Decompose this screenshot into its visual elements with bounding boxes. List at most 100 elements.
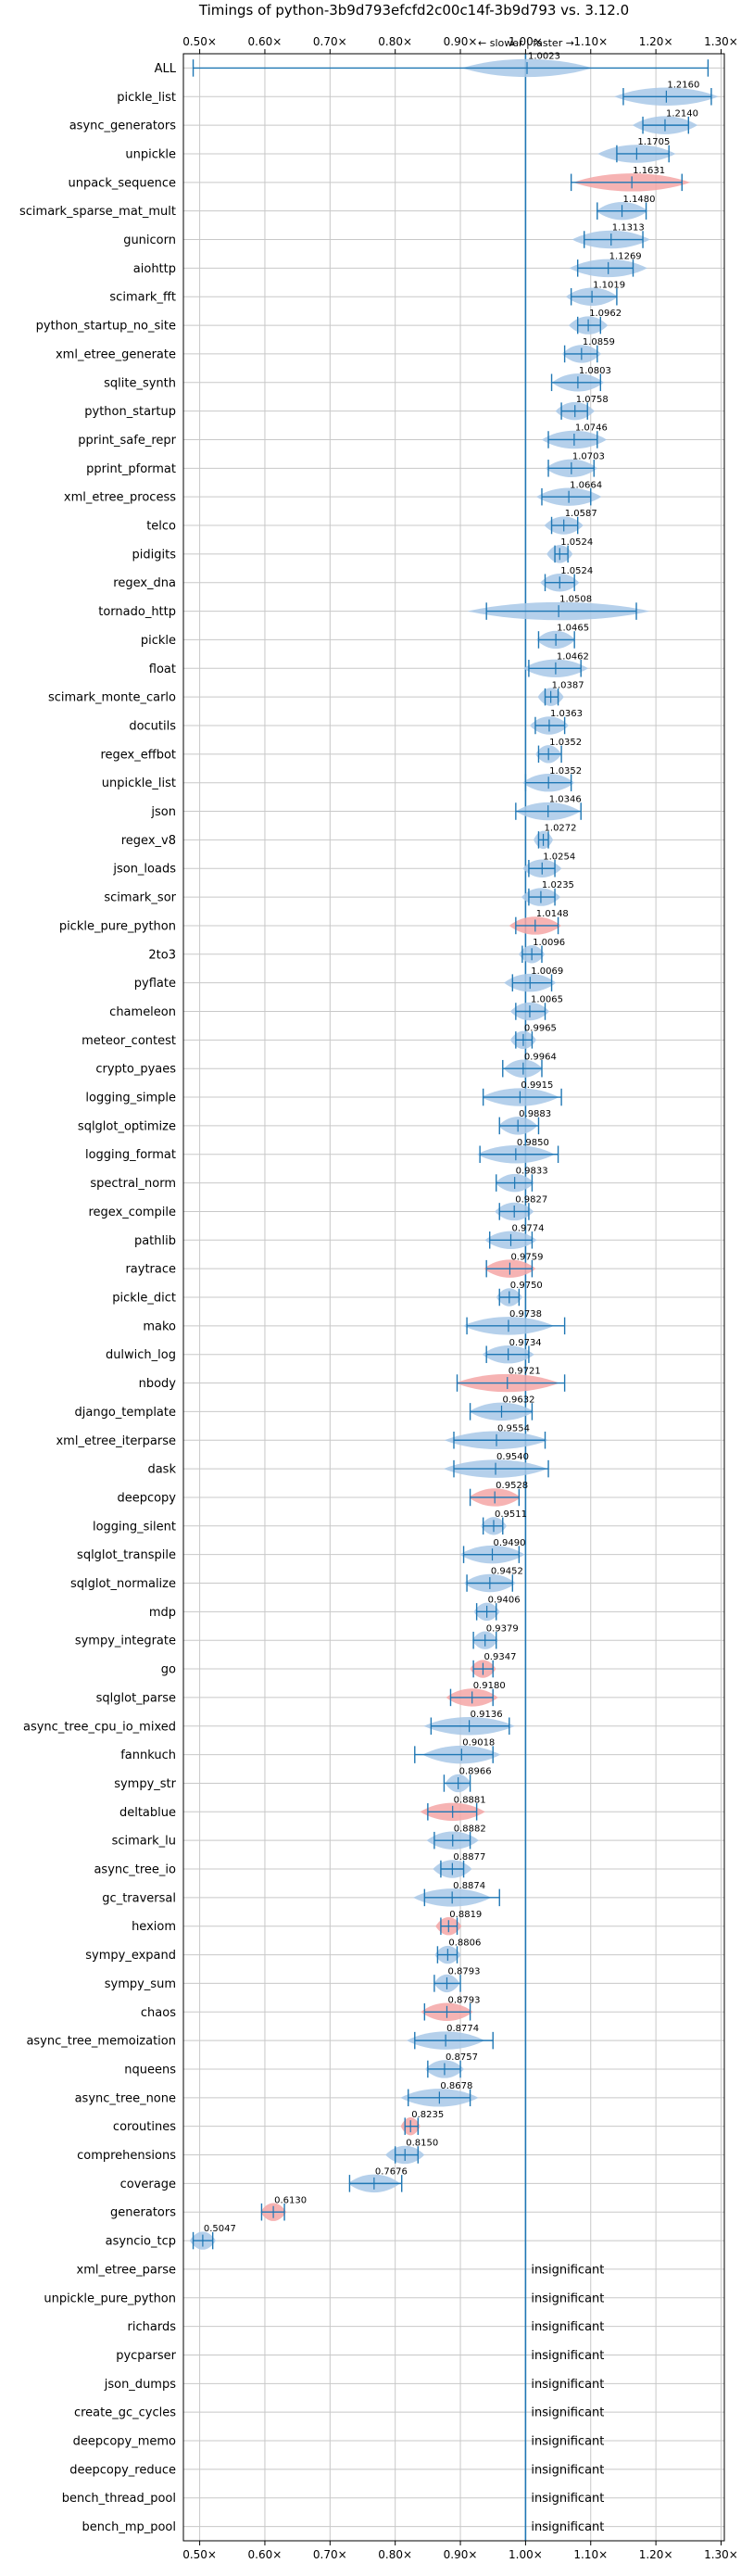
category-label: chameleon — [109, 1005, 176, 1019]
category-label: mdp — [149, 1606, 176, 1620]
category-label: richards — [128, 2320, 177, 2334]
value-label: 0.9018 — [462, 1738, 495, 1749]
value-label: 0.8774 — [446, 2024, 479, 2034]
value-label: 1.1480 — [623, 195, 656, 205]
value-label: 0.7676 — [375, 2166, 408, 2177]
x-tick-label-top: 0.70× — [313, 35, 347, 48]
category-label: pprint_pformat — [86, 462, 176, 476]
category-label: pprint_safe_repr — [78, 434, 176, 448]
x-tick-label-top: 0.90× — [444, 35, 478, 48]
x-tick-label-top: 1.10× — [573, 35, 608, 48]
value-label: 0.9136 — [471, 1710, 503, 1720]
value-label: 0.9511 — [495, 1509, 527, 1520]
value-label: 0.9915 — [521, 1080, 553, 1091]
category-label: docutils — [129, 719, 176, 733]
value-label: 1.0023 — [528, 52, 560, 62]
x-axis-ticks: 0.50× 0.50× 0.60× 0.60× 0.70× 0.70× 0.80× 0.80×… — [182, 35, 738, 2561]
value-label: 1.0096 — [533, 938, 565, 948]
value-label: 0.8874 — [453, 1881, 485, 1891]
category-label: pidigits — [132, 548, 177, 562]
value-label: 1.0465 — [557, 624, 589, 634]
category-label: comprehensions — [77, 2149, 176, 2163]
category-label: sqlglot_transpile — [77, 1548, 176, 1562]
category-label: deltablue — [119, 1806, 176, 1820]
value-label: 0.9774 — [511, 1223, 544, 1233]
category-label: logging_silent — [93, 1520, 176, 1534]
x-tick-label-bottom: 0.60× — [248, 2548, 283, 2561]
value-label: 0.8877 — [453, 1852, 485, 1863]
value-label: 1.0363 — [550, 709, 583, 719]
category-label: regex_dna — [113, 576, 176, 590]
category-label: json_loads — [112, 863, 176, 877]
value-label: 0.8819 — [449, 1910, 482, 1920]
category-label: async_tree_cpu_io_mixed — [23, 1720, 176, 1734]
category-label: pickle_dict — [112, 1292, 176, 1306]
category-label: raytrace — [125, 1263, 176, 1277]
category-label: json — [150, 805, 176, 819]
value-label: 1.0352 — [549, 738, 582, 748]
value-label: 0.9734 — [509, 1338, 542, 1348]
value-label: 0.9827 — [515, 1195, 547, 1206]
value-label: 0.9452 — [491, 1567, 523, 1577]
value-label: 1.0235 — [542, 880, 574, 890]
value-label: 0.8966 — [459, 1767, 492, 1777]
category-label: coroutines — [113, 2120, 176, 2134]
category-label: generators — [110, 2206, 176, 2220]
category-label: chaos — [141, 2006, 176, 2020]
value-label: 0.8757 — [446, 2052, 478, 2063]
category-label: scimark_lu — [112, 1835, 176, 1849]
value-label: 0.9965 — [524, 1023, 557, 1033]
value-label: 1.0758 — [576, 395, 609, 405]
category-label: mako — [143, 1320, 176, 1333]
insignificant-label: insignificant — [531, 2406, 604, 2420]
value-label: 0.9347 — [484, 1652, 516, 1662]
value-label: 1.1631 — [633, 166, 665, 176]
category-label: meteor_contest — [82, 1034, 176, 1048]
category-label: scimark_sparse_mat_mult — [19, 205, 176, 219]
category-label: pycparser — [116, 2349, 176, 2363]
category-label: bench_thread_pool — [62, 2492, 176, 2506]
category-label: python_startup — [84, 405, 176, 419]
value-label: 0.8793 — [447, 1967, 480, 1977]
category-label: sympy_integrate — [75, 1635, 176, 1648]
category-label: unpickle_list — [102, 777, 176, 790]
value-label: 0.9738 — [509, 1309, 542, 1320]
value-label: 0.9554 — [497, 1423, 530, 1433]
category-label: dulwich_log — [106, 1348, 176, 1362]
category-label: nbody — [139, 1377, 177, 1391]
category-label: fannkuch — [120, 1749, 176, 1762]
value-label: 0.6130 — [274, 2195, 307, 2205]
category-label: sympy_sum — [105, 1977, 176, 1991]
category-label: pickle_pure_python — [59, 919, 176, 933]
direction-note: ← slower | faster → — [478, 37, 574, 49]
category-label: sqlglot_parse — [96, 1691, 176, 1705]
x-tick-label-bottom: 1.10× — [573, 2548, 608, 2561]
category-label: async_tree_memoization — [26, 2035, 176, 2049]
category-label: nqueens — [124, 2063, 176, 2077]
category-label: xml_etree_process — [64, 491, 176, 505]
value-label: 0.9528 — [496, 1481, 528, 1491]
value-label: 1.0508 — [559, 595, 592, 605]
category-label: unpickle_pure_python — [44, 2292, 176, 2305]
value-label: 1.0272 — [545, 824, 577, 834]
insignificant-label: insignificant — [531, 2263, 604, 2277]
category-label: async_tree_none — [75, 2091, 176, 2105]
category-label: 2to3 — [148, 948, 176, 962]
category-label: deepcopy_reduce — [69, 2463, 176, 2477]
category-label: regex_compile — [88, 1206, 176, 1219]
value-label: 0.9883 — [519, 1109, 551, 1119]
category-label: coverage — [120, 2178, 176, 2191]
value-label: 0.8678 — [440, 2081, 472, 2091]
x-tick-label-bottom: 0.90× — [444, 2548, 478, 2561]
category-label: scimark_monte_carlo — [48, 691, 176, 705]
value-label: 0.8881 — [454, 1795, 486, 1805]
category-label: sqlglot_optimize — [78, 1119, 176, 1133]
value-label: 1.0254 — [543, 852, 575, 862]
x-tick-label-top: 0.60× — [248, 35, 283, 48]
insignificant-label: insignificant — [531, 2378, 604, 2392]
category-label: pickle — [141, 634, 176, 648]
category-label: bench_mp_pool — [82, 2520, 176, 2534]
value-label: 1.0148 — [536, 909, 569, 919]
value-label: 1.0462 — [557, 651, 589, 662]
